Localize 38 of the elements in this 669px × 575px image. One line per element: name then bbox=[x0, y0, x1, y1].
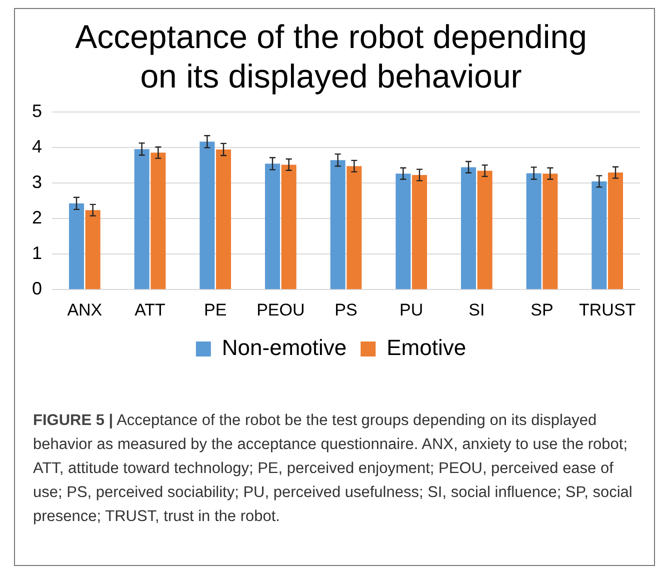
bar bbox=[134, 149, 150, 290]
bar bbox=[526, 173, 542, 290]
caption: FIGURE 5 | Acceptance of the robot be the test groups depending on its displayed behavior as measured by the acceptance questionnaire. ANX, anxiety to use the robot; ATT, attitude toward technology; PE, perceived enjoyment; PEOU, perceived ease of use; PS, perceived sociability; PU, perceived usefulness; SI, social influence; SP, social presence; TRUST, trust in the robot. bbox=[33, 411, 634, 527]
bar bbox=[608, 172, 624, 290]
text: on its displayed behaviour bbox=[140, 57, 522, 94]
x-tick-label: PEOU bbox=[256, 300, 305, 320]
bar bbox=[542, 174, 558, 290]
bar bbox=[330, 160, 346, 290]
y-tick-label: 4 bbox=[32, 136, 42, 157]
x-tick-label: PU bbox=[400, 300, 424, 320]
text: Acceptance of the robot depending bbox=[75, 18, 587, 55]
x-tick-label: SP bbox=[530, 300, 554, 320]
x-tick-label: TRUST bbox=[579, 300, 636, 320]
legend-label: Emotive bbox=[386, 335, 466, 360]
y-tick-label: 2 bbox=[32, 208, 42, 228]
bar bbox=[200, 142, 215, 290]
x-tick-label: ANX bbox=[67, 300, 102, 320]
bar bbox=[396, 174, 411, 290]
x-tick-label: PS bbox=[334, 300, 358, 320]
x-tick-label: PE bbox=[204, 300, 227, 320]
bar bbox=[412, 175, 428, 290]
bar bbox=[477, 170, 492, 290]
bar bbox=[281, 164, 296, 290]
x-tick-label: ATT bbox=[134, 300, 166, 320]
y-tick-label: 5 bbox=[32, 101, 42, 122]
bar bbox=[592, 181, 607, 290]
bar bbox=[85, 210, 100, 290]
bar bbox=[150, 152, 166, 290]
legend-label: Non-emotive bbox=[222, 335, 347, 360]
y-tick-label: 0 bbox=[32, 278, 42, 299]
bar bbox=[346, 166, 362, 290]
bar bbox=[264, 164, 280, 290]
y-tick-label: 1 bbox=[32, 243, 42, 264]
bar bbox=[460, 167, 476, 290]
y-tick-label: 3 bbox=[32, 172, 42, 192]
bar bbox=[216, 149, 232, 290]
x-tick-label: SI bbox=[468, 300, 485, 320]
bar bbox=[68, 203, 84, 290]
